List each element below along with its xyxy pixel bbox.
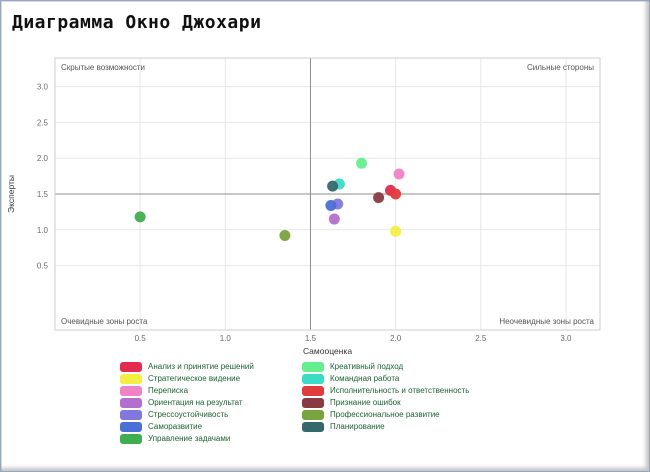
legend-column-left: Анализ и принятие решений Стратегическое …: [120, 361, 254, 444]
legend-swatch: [302, 421, 324, 432]
legend-label: Саморазвитие: [148, 421, 203, 431]
legend-item[interactable]: Ориентация на результат: [120, 397, 254, 408]
legend-label: Стратегическое видение: [148, 373, 241, 383]
legend-column-right: Креативный подход Командная работа Исполни…: [302, 361, 469, 432]
legend-swatch: [120, 385, 142, 396]
scatter-plot: 0.5 1.0 1.5 2.0 2.5 3.0 0.5 1.0 1.5 2.0 2.5 3.0 Скры…: [6, 57, 601, 356]
quadrant-label-bottom-left: Очевидные зоны роста: [61, 317, 148, 326]
legend-swatch: [302, 409, 324, 420]
legend-label: Командная работа: [330, 373, 400, 383]
legend-item[interactable]: Стрессоустойчивость: [120, 409, 254, 420]
legend-swatch: [302, 397, 324, 408]
legend-swatch: [302, 373, 324, 384]
legend-swatch: [120, 433, 142, 444]
y-tick-label: 3.0: [37, 83, 49, 92]
x-tick-label: 3.0: [560, 334, 572, 343]
y-tick-label: 2.5: [37, 118, 49, 127]
y-tick-label: 1.5: [37, 190, 49, 199]
scatter-point[interactable]: [390, 225, 402, 237]
x-tick-label: 2.5: [475, 334, 487, 343]
scatter-point[interactable]: [373, 192, 385, 204]
legend-label: Стрессоустойчивость: [148, 409, 229, 419]
scatter-point[interactable]: [134, 211, 146, 223]
x-tick-label: 2.0: [390, 334, 402, 343]
legend-label: Переписка: [148, 385, 189, 395]
plot-border: [54, 57, 601, 331]
legend-item[interactable]: Признание ошибок: [302, 397, 469, 408]
legend-label: Признание ошибок: [330, 397, 401, 407]
x-axis-label: Самооценка: [303, 346, 352, 356]
legend-swatch: [302, 385, 324, 396]
scatter-point[interactable]: [279, 230, 291, 242]
legend-label: Анализ и принятие решений: [148, 361, 254, 371]
legend-item[interactable]: Креативный подход: [302, 361, 469, 372]
scatter-point[interactable]: [327, 180, 339, 192]
legend-item[interactable]: Планирование: [302, 421, 469, 432]
legend-swatch: [120, 373, 142, 384]
legend-swatch: [120, 397, 142, 408]
legend-label: Креативный подход: [330, 361, 404, 371]
scatter-point[interactable]: [328, 213, 340, 225]
legend-item[interactable]: Управление задачами: [120, 433, 254, 444]
y-tick-label: 0.5: [37, 262, 49, 271]
x-tick-label: 0.5: [135, 334, 147, 343]
legend-item[interactable]: Саморазвитие: [120, 421, 254, 432]
legend-label: Планирование: [330, 421, 385, 431]
scatter-point[interactable]: [393, 168, 405, 180]
legend-item[interactable]: Переписка: [120, 385, 254, 396]
quadrant-label-bottom-right: Неочевидные зоны роста: [499, 317, 594, 326]
x-tick-label: 1.5: [305, 334, 317, 343]
quadrant-label-top-left: Скрытые возможности: [61, 63, 145, 72]
y-axis-label: Эксперты: [6, 175, 16, 213]
legend-label: Управление задачами: [148, 433, 231, 443]
y-tick-label: 2.0: [37, 154, 49, 163]
legend-swatch: [120, 409, 142, 420]
legend-item[interactable]: Стратегическое видение: [120, 373, 254, 384]
legend-item[interactable]: Анализ и принятие решений: [120, 361, 254, 372]
scatter-point[interactable]: [325, 199, 337, 211]
legend-item[interactable]: Командная работа: [302, 373, 469, 384]
quadrant-label-top-right: Сильные стороны: [527, 63, 594, 72]
legend-label: Исполнительность и ответственность: [330, 385, 470, 395]
x-tick-label: 1.0: [220, 334, 232, 343]
chart-title: Диаграмма Окно Джохари: [12, 12, 262, 33]
legend-swatch: [302, 361, 324, 372]
legend-swatch: [120, 421, 142, 432]
legend-swatch: [120, 361, 142, 372]
y-tick-label: 1.0: [37, 226, 49, 235]
legend-item[interactable]: Профессиональное развитие: [302, 409, 469, 420]
scatter-point[interactable]: [390, 188, 402, 200]
scatter-point[interactable]: [356, 157, 368, 169]
legend-label: Ориентация на результат: [148, 397, 243, 407]
legend-label: Профессиональное развитие: [330, 409, 440, 419]
legend-item[interactable]: Исполнительность и ответственность: [302, 385, 469, 396]
